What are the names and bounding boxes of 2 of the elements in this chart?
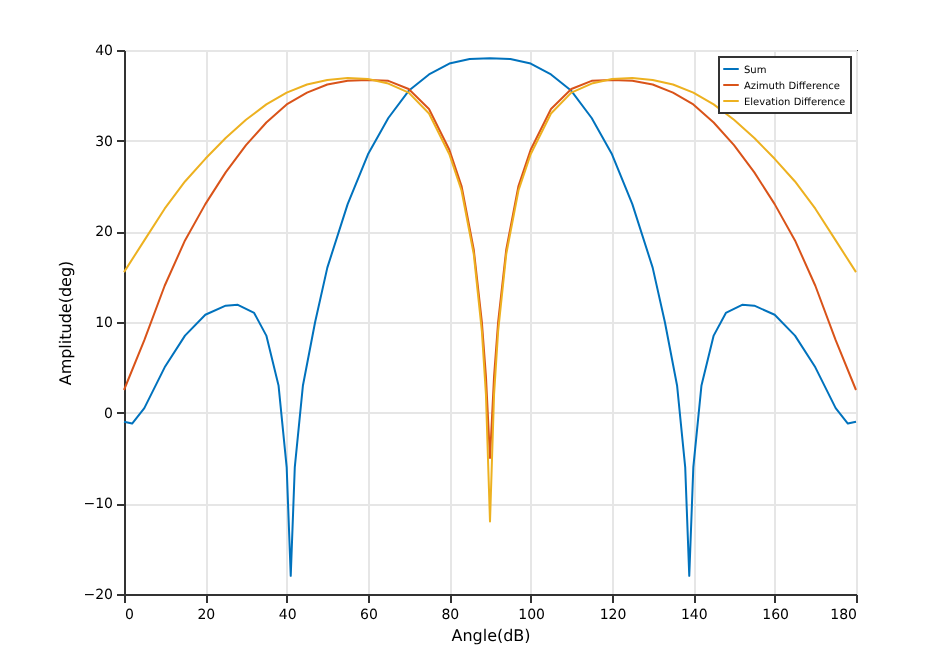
- y-axis-title: Amplitude(deg): [57, 260, 76, 386]
- x-axis-title: Angle(dB): [451, 627, 531, 645]
